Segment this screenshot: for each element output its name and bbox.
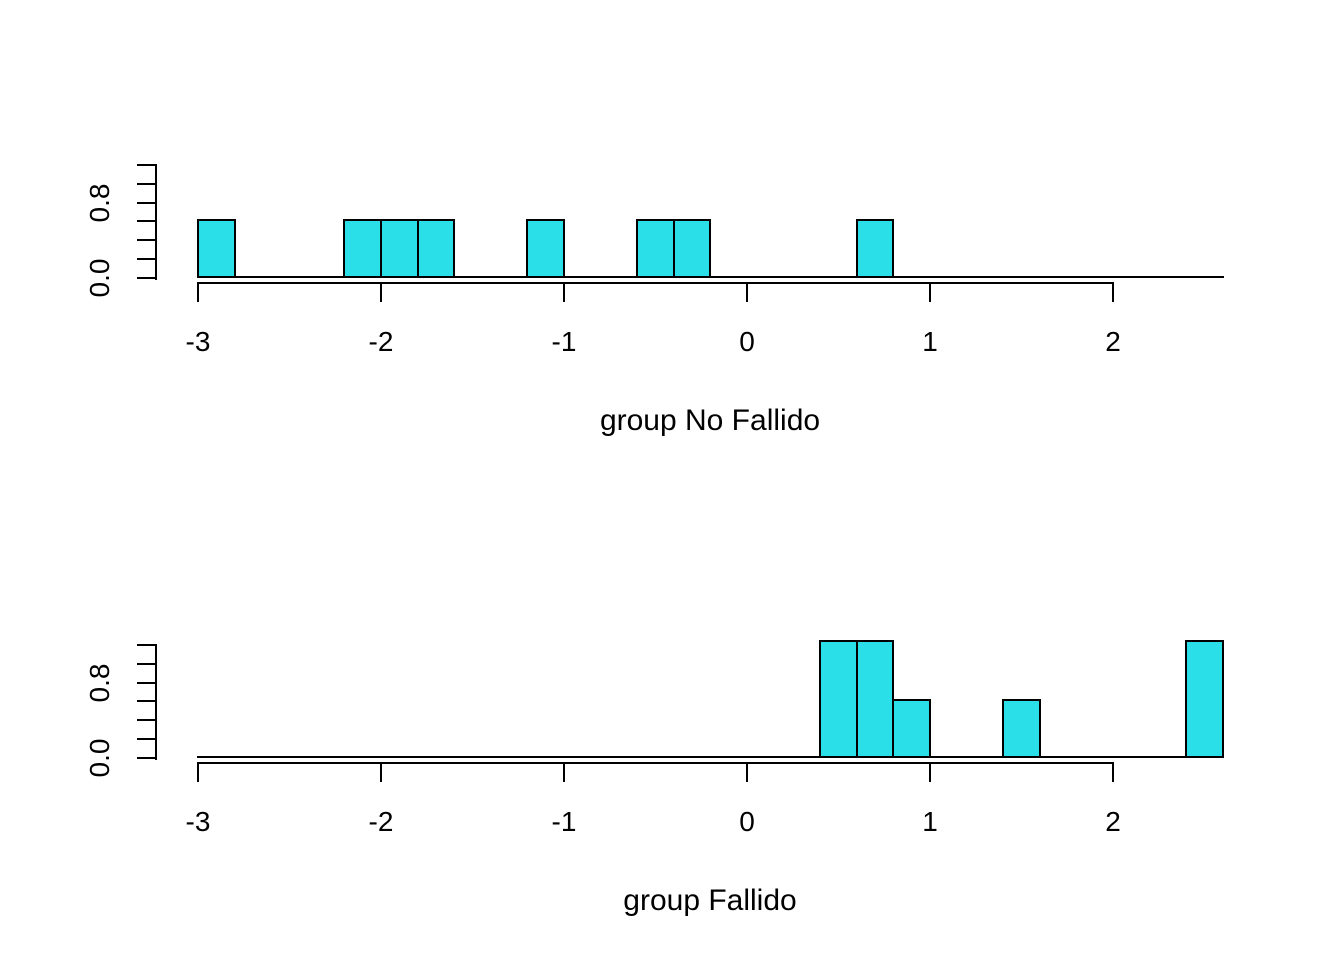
- histogram-bar: [380, 219, 419, 278]
- x-tick-label: 1: [922, 326, 938, 357]
- y-axis-tick: [137, 644, 157, 646]
- x-axis-tick: [929, 282, 931, 302]
- x-tick-label: -3: [185, 326, 211, 357]
- y-tick-label: 0.8: [84, 663, 115, 703]
- x-tick-label: 2: [1105, 326, 1121, 357]
- x-axis-tick: [197, 762, 199, 782]
- histogram-bar: [636, 219, 675, 278]
- histogram-bar: [197, 219, 236, 278]
- histogram-bar: [856, 640, 894, 758]
- y-axis-tick: [137, 700, 157, 702]
- histogram-bar: [1002, 699, 1041, 758]
- x-axis-tick: [929, 762, 931, 782]
- x-tick-label: -3: [185, 806, 211, 837]
- histogram-bar: [343, 219, 382, 278]
- x-axis-title-no-fallido: group No Fallido: [599, 404, 821, 437]
- x-axis-line: [197, 282, 1114, 284]
- y-axis-tick: [137, 220, 157, 222]
- histogram-bar: [819, 640, 858, 758]
- histogram-bar: [526, 219, 565, 278]
- histogram-bar: [856, 219, 894, 278]
- histogram-baseline: [197, 756, 1224, 758]
- y-axis-tick: [137, 738, 157, 740]
- y-axis-tick: [137, 239, 157, 241]
- y-axis-line: [155, 644, 157, 760]
- histogram-bar: [1185, 640, 1224, 758]
- x-tick-label: 1: [922, 806, 938, 837]
- y-tick-label: 0.0: [84, 738, 115, 778]
- x-tick-label: 0: [739, 806, 755, 837]
- x-axis-tick: [746, 282, 748, 302]
- x-tick-label: -1: [551, 806, 577, 837]
- x-tick-label: -2: [368, 326, 394, 357]
- y-axis-tick: [137, 258, 157, 260]
- x-axis-tick: [380, 282, 382, 302]
- y-axis-line: [155, 164, 157, 280]
- histogram-bar: [892, 699, 931, 758]
- x-tick-label: -1: [551, 326, 577, 357]
- x-axis-tick: [1112, 762, 1114, 782]
- y-axis-tick: [137, 757, 157, 759]
- y-axis-tick: [137, 277, 157, 279]
- histogram-bar: [673, 219, 711, 278]
- x-tick-label: 0: [739, 326, 755, 357]
- x-axis-tick: [563, 282, 565, 302]
- x-axis-tick: [1112, 282, 1114, 302]
- x-axis-tick: [746, 762, 748, 782]
- x-axis-tick: [380, 762, 382, 782]
- x-axis-line: [197, 762, 1114, 764]
- y-axis-tick: [137, 719, 157, 721]
- x-tick-label: -2: [368, 806, 394, 837]
- y-axis-tick: [137, 663, 157, 665]
- y-axis-tick: [137, 164, 157, 166]
- x-axis-title-fallido: group Fallido: [623, 884, 797, 917]
- x-axis-tick: [197, 282, 199, 302]
- histogram-bar: [417, 219, 455, 278]
- x-tick-label: 2: [1105, 806, 1121, 837]
- y-axis-tick: [137, 202, 157, 204]
- y-axis-tick: [137, 682, 157, 684]
- x-axis-tick: [563, 762, 565, 782]
- y-axis-tick: [137, 183, 157, 185]
